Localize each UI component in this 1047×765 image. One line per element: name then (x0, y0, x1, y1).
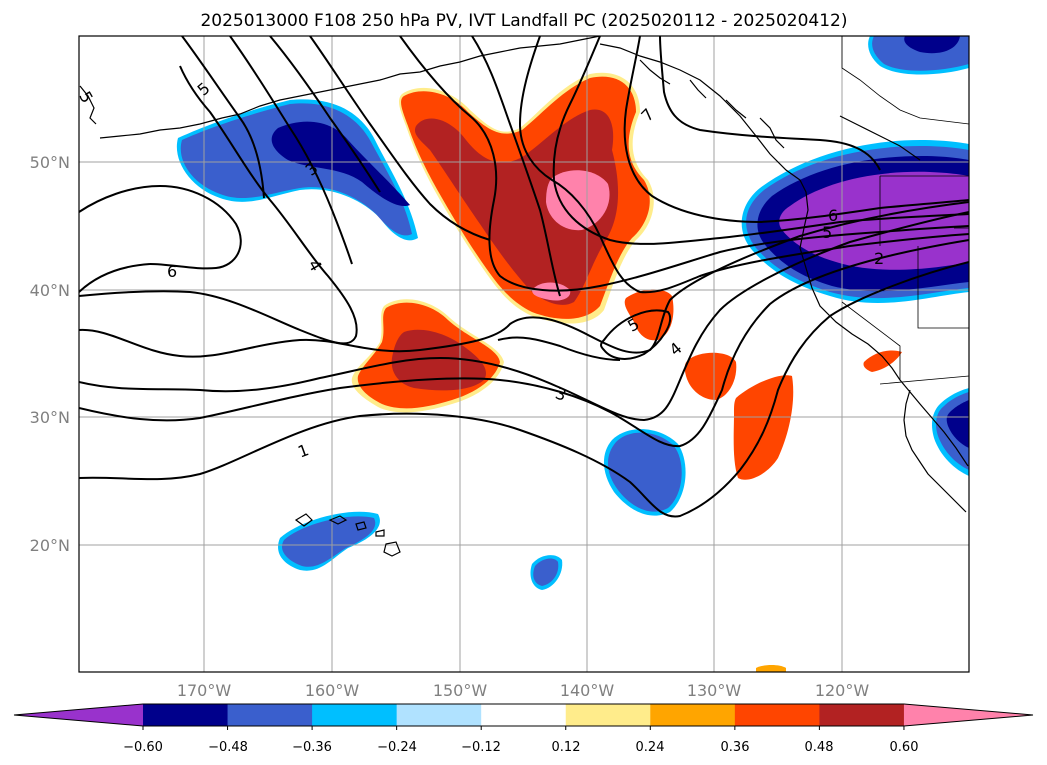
negative-anomaly-hawaii (278, 511, 563, 590)
colorbar-tick-label: 0.12 (552, 740, 581, 755)
negative-anomaly-subtropics (603, 429, 686, 516)
colorbar-tick-label: −0.24 (377, 740, 417, 755)
map-frame (78, 35, 970, 673)
lat-label: 40°N (30, 281, 70, 300)
colorbar-tick-labels: −0.60 −0.48 −0.36 −0.24 −0.12 0.12 0.24 … (123, 740, 918, 755)
lon-label: 160°W (305, 681, 360, 700)
lon-label: 120°W (815, 681, 870, 700)
colorbar-extend-min (14, 704, 143, 726)
colorbar-tick-label: −0.60 (123, 740, 163, 755)
shaded-field: 5 5 3 4 6 6 5 2 7 5 4 3 1 (79, 36, 969, 672)
colorbar-swatch (481, 704, 567, 726)
latitude-labels: 50°N 40°N 30°N 20°N (30, 153, 70, 555)
colorbar-swatch (565, 704, 651, 726)
lon-label: 170°W (177, 681, 232, 700)
positive-anomaly-central (351, 299, 504, 413)
figure-title: 2025013000 F108 250 hPa PV, IVT Landfall… (200, 11, 847, 31)
colorbar-swatch (396, 704, 482, 726)
longitude-labels: 170°W 160°W 150°W 140°W 130°W 120°W (177, 681, 870, 700)
colorbar-tick-label: 0.60 (890, 740, 919, 755)
colorbar-swatch (312, 704, 398, 726)
colorbar-swatch (734, 704, 820, 726)
lat-label: 30°N (30, 408, 70, 427)
contour-lines (79, 36, 969, 518)
colorbar-tick-label: 0.48 (805, 740, 834, 755)
colorbar-extend-max (903, 704, 1033, 726)
lon-label: 140°W (560, 681, 615, 700)
positive-anomaly-small (624, 289, 902, 672)
contour-label: 6 (167, 262, 177, 281)
colorbar-tick-label: 0.24 (636, 740, 665, 755)
lon-label: 150°W (433, 681, 488, 700)
colorbar-swatch (227, 704, 313, 726)
colorbar (13, 703, 1034, 730)
colorbar-tick-label: −0.48 (208, 740, 248, 755)
colorbar-swatch (650, 704, 736, 726)
contour-label: 2 (874, 249, 884, 268)
negative-anomaly-top-right (868, 36, 969, 75)
colorbar-swatch (819, 704, 905, 726)
lat-label: 20°N (30, 536, 70, 555)
colorbar-swatch (143, 704, 229, 726)
colorbar-tick-label: 0.36 (721, 740, 750, 755)
contour-label: 6 (828, 206, 838, 225)
colorbar-tick-label: −0.36 (292, 740, 332, 755)
coastlines (79, 36, 969, 557)
contour-label: 5 (822, 223, 832, 242)
lat-label: 50°N (30, 153, 70, 172)
lon-label: 130°W (687, 681, 742, 700)
colorbar-tick-label: −0.12 (461, 740, 501, 755)
graticule (79, 36, 969, 672)
positive-anomaly-ridge (399, 72, 654, 324)
